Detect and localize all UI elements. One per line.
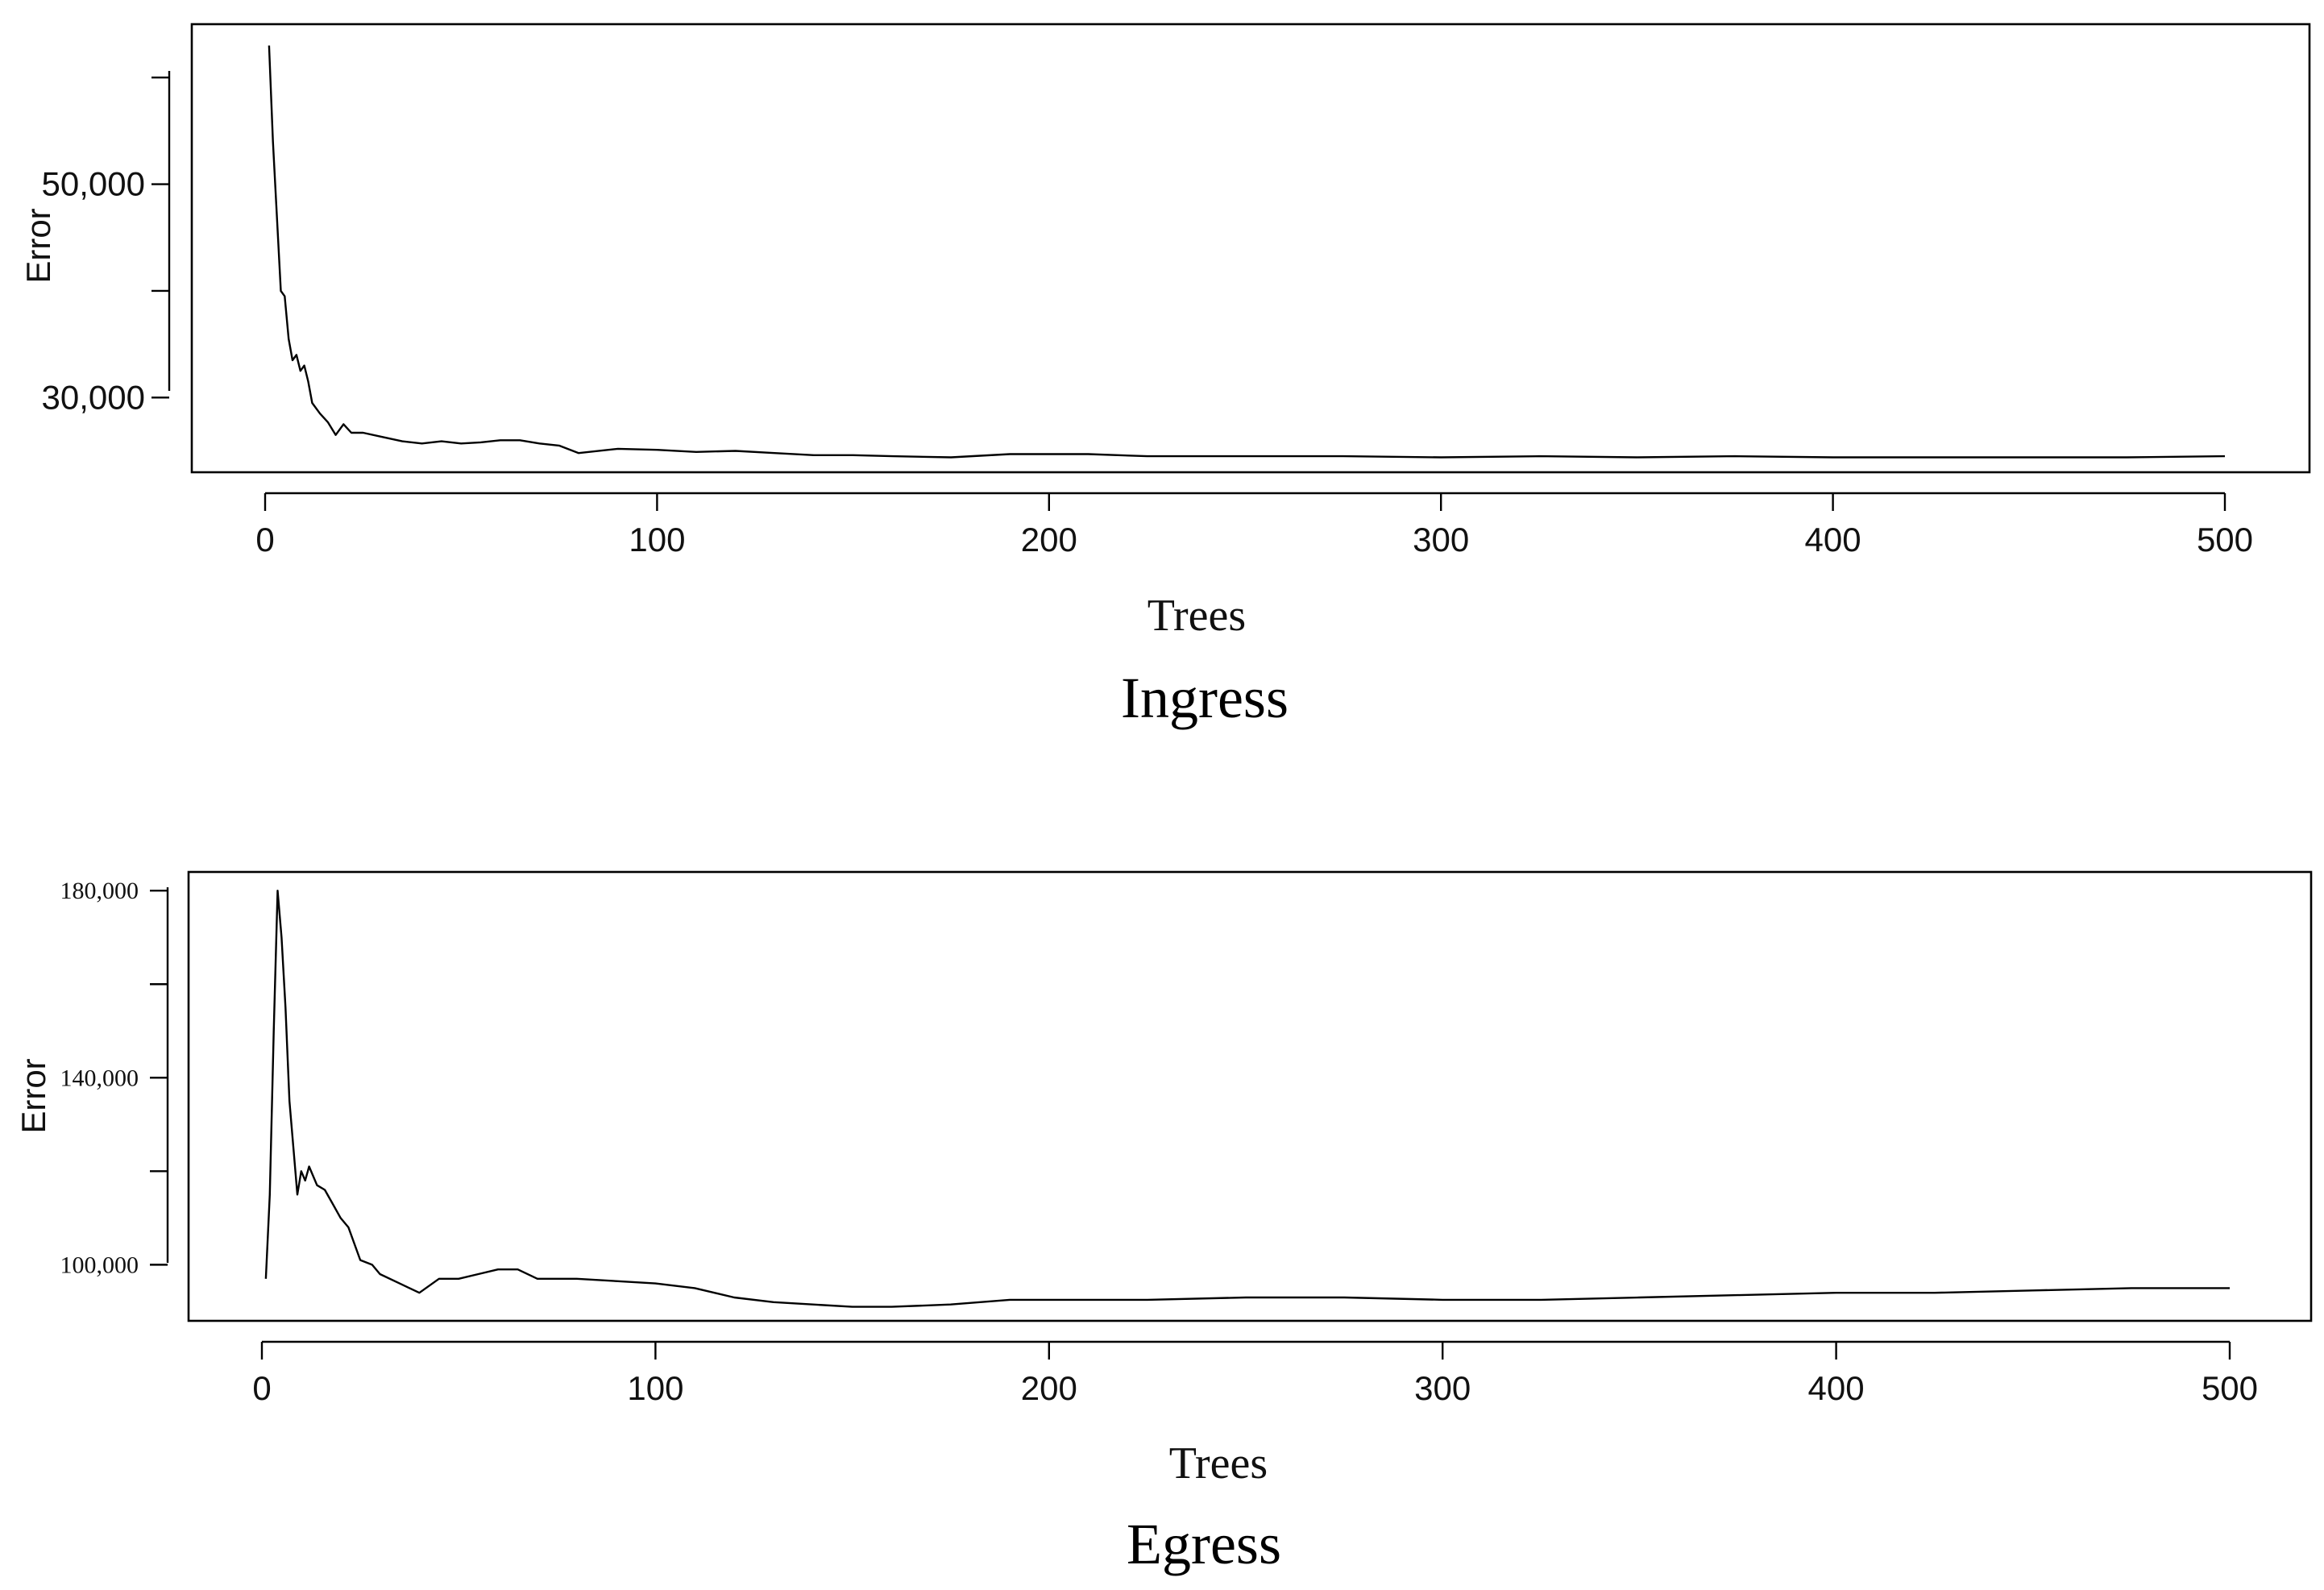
x-tick-label: 0 (252, 1369, 271, 1407)
x-tick-label: 500 (2197, 521, 2253, 558)
x-tick-label: 0 (255, 521, 274, 558)
y-tick-label: 50,000 (42, 165, 145, 203)
y-tick-label: 180,000 (60, 878, 139, 904)
plot-frame (187, 870, 2313, 1322)
x-tick-label: 300 (1414, 1369, 1471, 1407)
chart-egress: Error 0 100 200 300 400 500 100,000 140,000 180… (15, 870, 2313, 1576)
chart-caption: Ingress (1121, 666, 1289, 730)
series-line (264, 889, 2230, 1308)
chart-ingress: Error 0 100 200 300 400 500 30,000 50,000 Tree… (19, 23, 2311, 730)
x-tick-label: 500 (2202, 1369, 2258, 1407)
x-tick-label: 400 (1808, 1369, 1865, 1407)
x-tick-label: 400 (1805, 521, 1861, 558)
y-axis-label: Error (19, 208, 57, 283)
x-tick-label: 200 (1021, 521, 1077, 558)
x-tick-label: 100 (627, 1369, 683, 1407)
series-line (268, 45, 2226, 459)
x-axis-label: Trees (1147, 591, 1246, 641)
x-tick-label: 200 (1021, 1369, 1077, 1407)
x-tick-label: 300 (1413, 521, 1469, 558)
y-tick-label: 100,000 (60, 1252, 139, 1278)
y-tick-label: 140,000 (60, 1065, 139, 1091)
plot-frame (190, 23, 2311, 474)
x-tick-label: 100 (629, 521, 685, 558)
chart-caption: Egress (1127, 1512, 1281, 1576)
y-axis-label: Error (15, 1058, 52, 1133)
x-axis-label: Trees (1169, 1438, 1268, 1488)
y-tick-label: 30,000 (42, 378, 145, 416)
